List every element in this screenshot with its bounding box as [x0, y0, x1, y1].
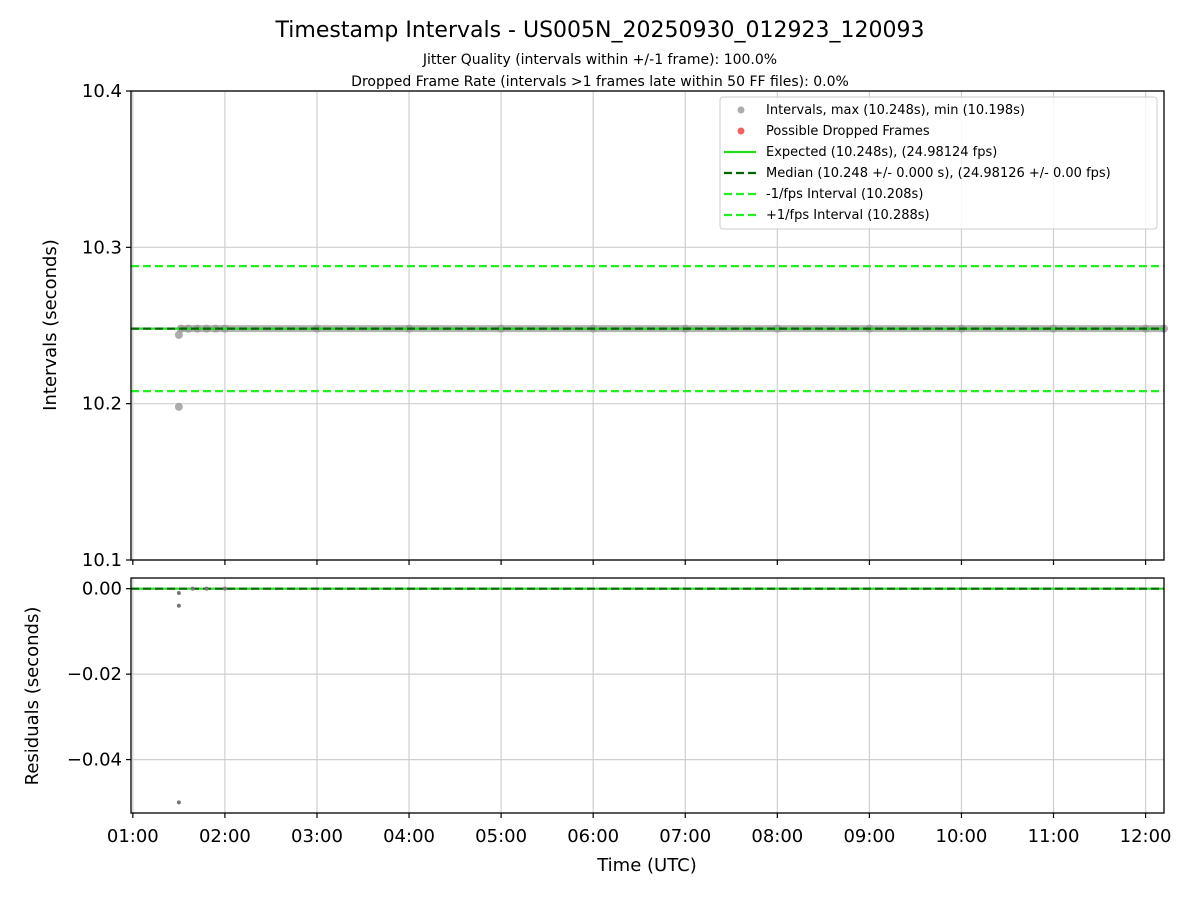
residuals-panel: 0.00 −0.02 −0.04 01:00 02:00 03:00 04:00 05:00… — [22, 577, 1172, 847]
legend-entry-intervals: Intervals, max (10.248s), min (10.198s) — [737, 103, 1025, 118]
x-axis-label: Time (UTC) — [596, 855, 697, 876]
legend-label-minus-fps: -1/fps Interval (10.208s) — [766, 187, 923, 202]
residuals-point-2 — [176, 590, 181, 595]
residuals-point-1 — [176, 603, 181, 608]
legend-frame — [719, 96, 1158, 230]
intervals-point-0-1 — [174, 330, 183, 339]
x-tick-label-0300: 03:00 — [291, 826, 343, 847]
residuals-grid — [131, 578, 1164, 813]
intervals-y-tick-label-10.4: 10.4 — [82, 81, 122, 102]
residuals-points — [176, 586, 227, 805]
x-tick-label-0900: 09:00 — [843, 826, 895, 847]
residuals-point-0 — [176, 800, 181, 805]
intervals-y-axis-label: Intervals (seconds) — [40, 239, 61, 411]
intervals-y-tick-label-10.2: 10.2 — [82, 394, 122, 415]
residuals-x-ticks: 01:00 02:00 03:00 04:00 05:00 06:00 07:00 08:00… — [107, 813, 1172, 847]
legend-label-expected: Expected (10.248s), (24.98124 fps) — [766, 145, 997, 160]
legend-label-dropped: Possible Dropped Frames — [766, 124, 930, 139]
x-tick-label-0200: 02:00 — [199, 826, 251, 847]
residuals-point-5 — [222, 586, 227, 591]
x-tick-label-1100: 11:00 — [1028, 826, 1080, 847]
intervals-x-ticks — [132, 560, 1147, 565]
legend-marker-intervals — [737, 106, 745, 114]
x-tick-label-1000: 10:00 — [936, 826, 988, 847]
residuals-y-tick-label-1: −0.02 — [67, 664, 122, 685]
x-tick-label-0400: 04:00 — [383, 826, 435, 847]
residuals-axes-frame — [130, 577, 1165, 814]
chart-subtitle-dropped: Dropped Frame Rate (intervals >1 frames … — [351, 74, 849, 90]
legend-entry-minus-fps: -1/fps Interval (10.208s) — [724, 187, 923, 202]
legend-entry-plus-fps: +1/fps Interval (10.288s) — [724, 208, 930, 223]
legend-entry-median: Median (10.248 +/- 0.000 s), (24.98126 +… — [724, 166, 1111, 181]
x-tick-label-0600: 06:00 — [567, 826, 619, 847]
residuals-y-tick-label-2: −0.04 — [67, 750, 122, 771]
legend: Intervals, max (10.248s), min (10.198s) … — [719, 96, 1158, 230]
legend-entry-dropped: Possible Dropped Frames — [737, 124, 930, 139]
residuals-point-3 — [190, 586, 195, 591]
intervals-y-tick-label-10.1: 10.1 — [82, 550, 122, 571]
chart-subtitle-jitter: Jitter Quality (intervals within +/-1 fr… — [422, 52, 777, 68]
residuals-point-4 — [204, 586, 209, 591]
x-tick-label-1200: 12:00 — [1120, 826, 1172, 847]
residuals-y-axis-label: Residuals (seconds) — [22, 607, 43, 786]
intervals-axes-frame — [130, 90, 1165, 561]
chart-title: Timestamp Intervals - US005N_20250930_01… — [275, 18, 925, 43]
residuals-y-ticks: 0.00 −0.02 −0.04 — [67, 579, 131, 771]
intervals-reference-lines — [131, 264, 1164, 393]
legend-label-plus-fps: +1/fps Interval (10.288s) — [766, 208, 930, 223]
intervals-point-0-0 — [174, 402, 183, 411]
x-tick-label-0100: 01:00 — [107, 826, 159, 847]
x-tick-label-0700: 07:00 — [659, 826, 711, 847]
legend-label-intervals: Intervals, max (10.248s), min (10.198s) — [766, 103, 1025, 118]
x-tick-label-0800: 08:00 — [751, 826, 803, 847]
intervals-y-tick-label-10.3: 10.3 — [82, 237, 122, 258]
intervals-y-ticks: 10.1 10.2 10.3 10.4 — [82, 81, 131, 571]
legend-marker-dropped — [737, 127, 745, 135]
x-tick-label-0500: 05:00 — [475, 826, 527, 847]
intervals-points — [174, 324, 1168, 411]
legend-label-median: Median (10.248 +/- 0.000 s), (24.98126 +… — [766, 166, 1111, 181]
residuals-y-tick-label-0: 0.00 — [82, 579, 122, 600]
legend-entry-expected: Expected (10.248s), (24.98124 fps) — [724, 145, 997, 160]
